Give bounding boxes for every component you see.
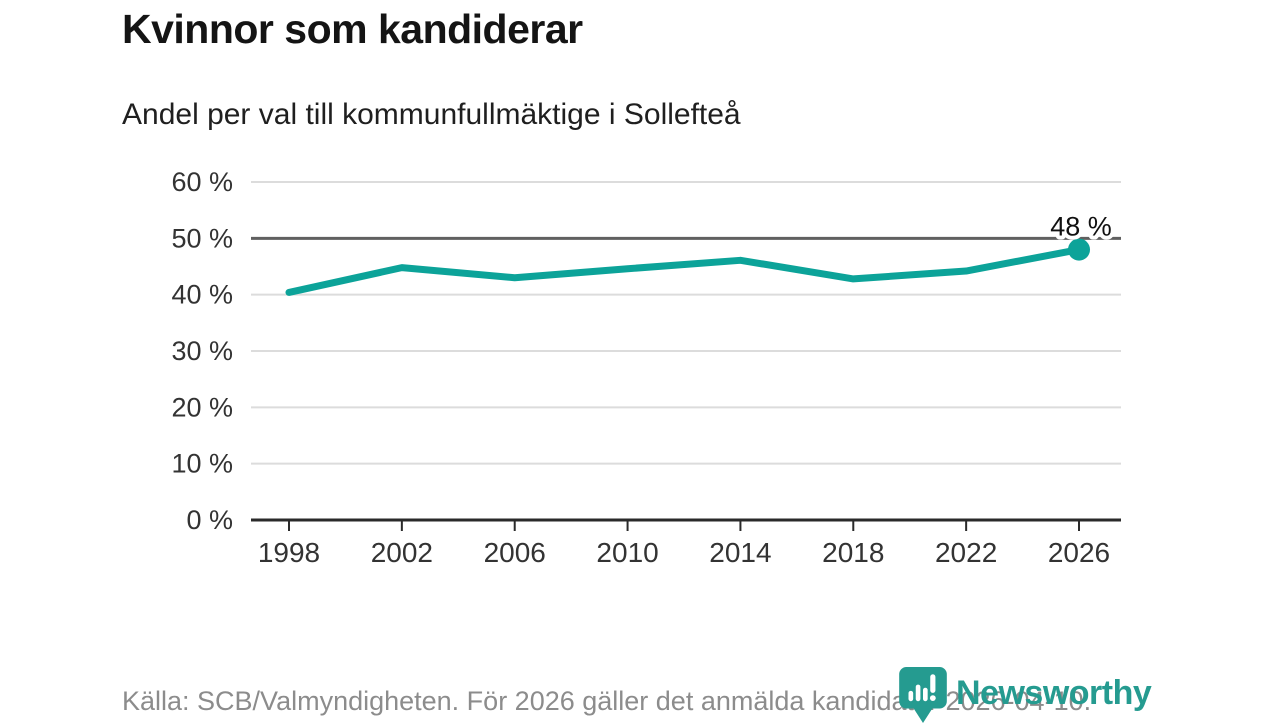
y-tick-label: 10 %: [171, 449, 233, 479]
x-tick-label: 2026: [1048, 537, 1110, 568]
newsworthy-logo: Newsworthy: [898, 666, 1152, 724]
newsworthy-logo-text: Newsworthy: [956, 674, 1152, 712]
y-tick-label: 0 %: [186, 505, 233, 535]
x-tick-label: 1998: [258, 537, 320, 568]
y-tick-label: 50 %: [171, 223, 233, 253]
x-tick-label: 2022: [935, 537, 997, 568]
x-tick-label: 2006: [484, 537, 546, 568]
x-tick-label: 2018: [822, 537, 884, 568]
y-tick-label: 60 %: [171, 167, 233, 197]
chart-subtitle: Andel per val till kommunfullmäktige i S…: [122, 98, 741, 131]
chart-title: Kvinnor som kandiderar: [122, 6, 583, 52]
end-point-label: 48 %: [1050, 212, 1112, 242]
newsworthy-logo-icon: [899, 667, 947, 723]
y-tick-label: 30 %: [171, 336, 233, 366]
end-point-marker: [1068, 238, 1090, 261]
y-tick-label: 20 %: [171, 392, 233, 422]
x-tick-label: 2002: [371, 537, 433, 568]
data-line: [285, 246, 1083, 296]
x-tick-label: 2010: [596, 537, 658, 568]
x-tick-label: 2014: [709, 537, 771, 568]
y-tick-label: 40 %: [171, 280, 233, 310]
